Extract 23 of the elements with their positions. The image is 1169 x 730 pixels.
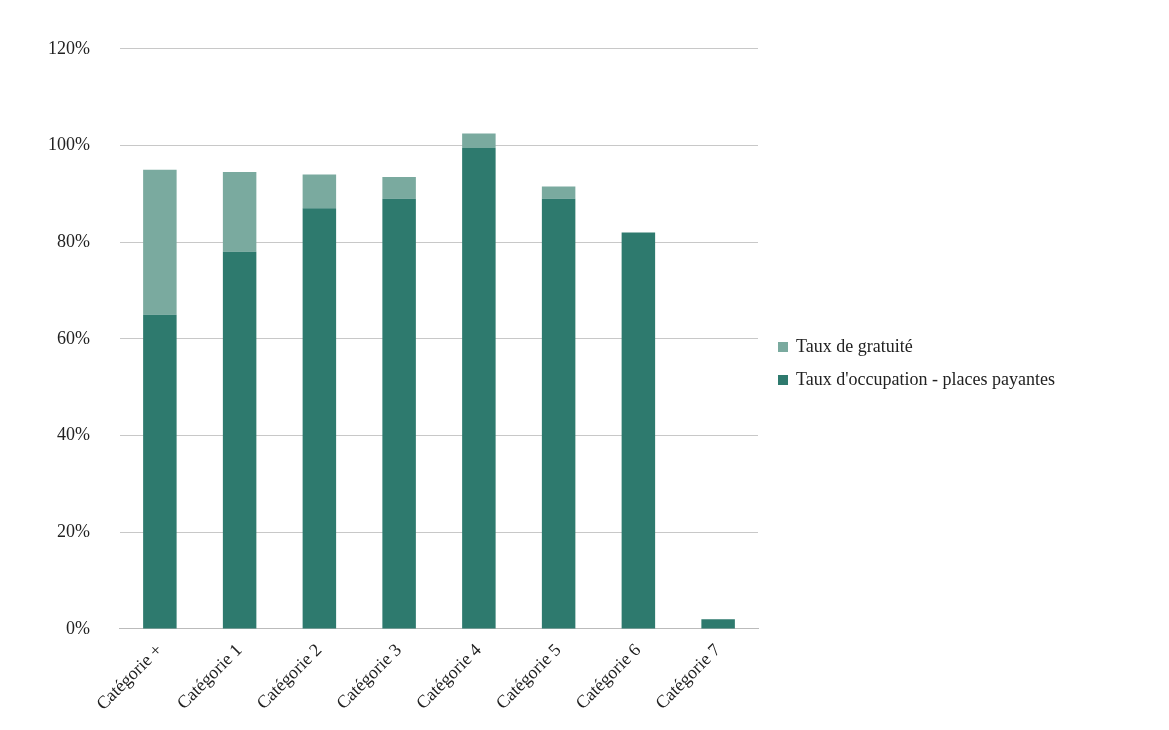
bar bbox=[621, 232, 656, 629]
legend-label: Taux d'occupation - places payantes bbox=[796, 369, 1055, 390]
bar bbox=[462, 147, 496, 629]
bar bbox=[462, 133, 496, 148]
bar bbox=[222, 172, 257, 252]
bar bbox=[382, 198, 416, 629]
y-tick-label: 40% bbox=[56, 424, 90, 445]
bar bbox=[143, 314, 177, 629]
bar bbox=[302, 174, 337, 209]
y-tick-label: 120% bbox=[47, 37, 90, 58]
bar bbox=[143, 169, 177, 315]
bar bbox=[701, 619, 735, 629]
bar bbox=[302, 208, 337, 629]
y-tick-label: 60% bbox=[56, 327, 90, 348]
legend-label: Taux de gratuité bbox=[796, 336, 913, 357]
bar bbox=[541, 186, 576, 199]
y-tick-label: 100% bbox=[47, 134, 90, 155]
bar bbox=[541, 198, 576, 629]
y-tick-label: 80% bbox=[56, 230, 90, 251]
bar bbox=[222, 251, 257, 629]
y-tick-label: 0% bbox=[65, 617, 90, 638]
y-tick-label: 20% bbox=[56, 520, 90, 541]
bar bbox=[382, 176, 416, 199]
